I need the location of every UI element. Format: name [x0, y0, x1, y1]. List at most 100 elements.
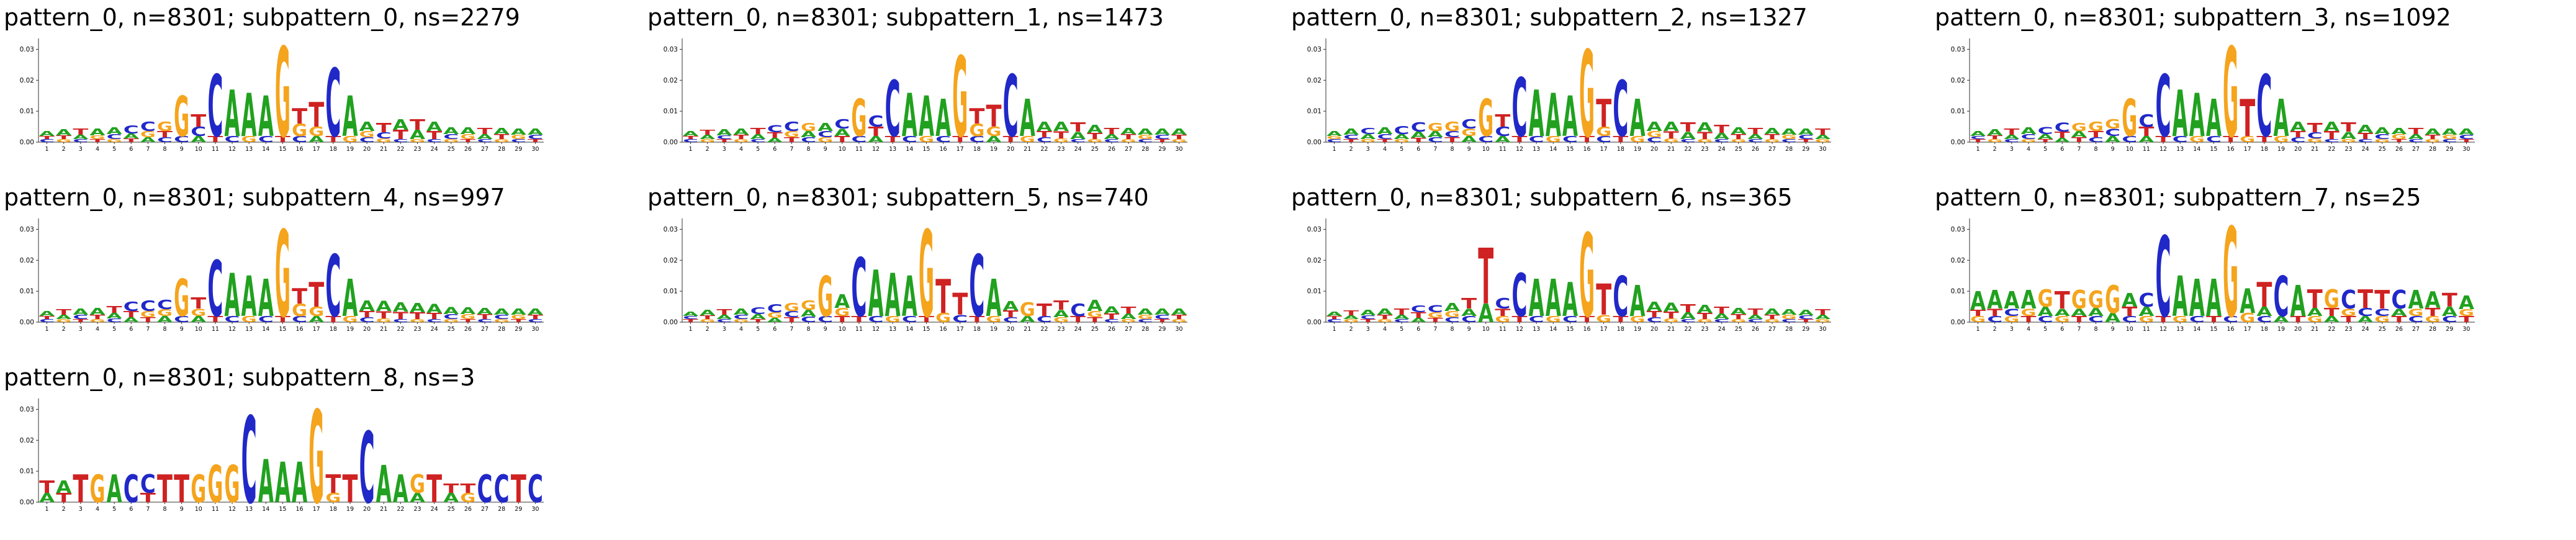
- svg-text:C: C: [2256, 314, 2272, 324]
- svg-text:4: 4: [96, 506, 99, 513]
- svg-text:A: A: [477, 306, 493, 316]
- svg-text:4: 4: [2027, 146, 2030, 153]
- svg-text:G: G: [1697, 318, 1713, 323]
- svg-text:T: T: [2442, 289, 2457, 312]
- svg-text:6: 6: [2060, 146, 2064, 153]
- svg-text:A: A: [89, 127, 105, 138]
- svg-text:C: C: [1104, 138, 1119, 143]
- svg-text:A: A: [902, 265, 917, 329]
- svg-text:G: G: [1765, 138, 1780, 143]
- sequence-logo-plot: 0.000.010.020.031 2 3 4 5 6 7 8 9 10 11 12 13 14 15 16 1…: [1951, 214, 2475, 341]
- svg-text:20: 20: [2294, 326, 2302, 333]
- svg-text:15: 15: [279, 146, 286, 153]
- svg-text:C: C: [1562, 134, 1578, 144]
- logo-panel: pattern_0, n=8301; subpattern_7, ns=25 0…: [1931, 180, 2575, 360]
- svg-text:A: A: [426, 302, 443, 316]
- svg-text:C: C: [1411, 120, 1426, 135]
- svg-text:T: T: [2088, 129, 2104, 139]
- svg-text:A: A: [2358, 123, 2373, 135]
- svg-text:A: A: [1121, 312, 1137, 321]
- svg-text:C: C: [885, 65, 901, 154]
- svg-text:3: 3: [79, 146, 83, 153]
- svg-text:C: C: [2038, 314, 2053, 324]
- svg-text:C: C: [2122, 314, 2137, 324]
- svg-text:5: 5: [112, 146, 116, 153]
- svg-text:A: A: [1798, 308, 1814, 317]
- svg-text:A: A: [39, 310, 55, 318]
- svg-text:13: 13: [245, 146, 253, 153]
- svg-text:7: 7: [1433, 146, 1437, 153]
- svg-text:3: 3: [1366, 146, 1370, 153]
- svg-text:T: T: [73, 127, 88, 137]
- svg-text:C: C: [528, 467, 543, 511]
- svg-text:T: T: [2138, 125, 2155, 139]
- svg-text:A: A: [2240, 282, 2255, 322]
- svg-text:G: G: [241, 134, 257, 144]
- svg-text:3: 3: [79, 326, 83, 333]
- svg-text:0.00: 0.00: [1951, 318, 1965, 326]
- svg-text:C: C: [2156, 58, 2171, 157]
- svg-text:G: G: [2459, 307, 2474, 318]
- svg-text:20: 20: [1007, 146, 1014, 153]
- svg-text:T: T: [1987, 306, 2003, 318]
- svg-text:G: G: [410, 138, 425, 143]
- svg-text:0.02: 0.02: [1951, 77, 1965, 84]
- svg-text:T: T: [1765, 133, 1781, 141]
- svg-text:T: T: [2341, 314, 2356, 324]
- svg-text:A: A: [683, 310, 699, 317]
- svg-text:T: T: [1444, 136, 1461, 144]
- svg-text:1: 1: [1333, 146, 1336, 153]
- svg-text:C: C: [174, 314, 189, 324]
- svg-text:30: 30: [1819, 146, 1826, 153]
- svg-text:T: T: [342, 467, 358, 511]
- svg-text:16: 16: [296, 146, 304, 153]
- svg-text:T: T: [1360, 318, 1376, 323]
- svg-text:C: C: [359, 316, 375, 324]
- svg-text:G: G: [1596, 312, 1611, 324]
- svg-text:C: C: [1070, 301, 1086, 320]
- svg-text:21: 21: [1667, 146, 1675, 153]
- svg-text:0.02: 0.02: [20, 77, 34, 84]
- svg-text:A: A: [1697, 303, 1713, 315]
- svg-text:10: 10: [1482, 146, 1490, 153]
- svg-text:G: G: [2189, 134, 2205, 144]
- svg-text:A: A: [73, 133, 89, 140]
- svg-text:C: C: [1070, 138, 1086, 143]
- svg-text:C: C: [528, 318, 543, 323]
- svg-text:A: A: [2020, 125, 2036, 137]
- svg-text:29: 29: [515, 146, 522, 153]
- svg-text:G: G: [1731, 138, 1746, 143]
- svg-text:10: 10: [1482, 326, 1490, 333]
- svg-text:26: 26: [2395, 146, 2403, 153]
- panel-title: pattern_0, n=8301; subpattern_1, ns=1473: [647, 4, 1164, 31]
- svg-text:C: C: [225, 134, 240, 144]
- svg-text:C: C: [784, 120, 799, 134]
- svg-text:T: T: [325, 314, 341, 324]
- svg-text:16: 16: [2227, 146, 2235, 153]
- svg-text:T: T: [935, 270, 951, 324]
- svg-text:T: T: [1970, 138, 1986, 143]
- svg-text:11: 11: [855, 326, 863, 333]
- svg-text:C: C: [952, 312, 968, 324]
- svg-text:3: 3: [2010, 326, 2014, 333]
- svg-text:0.02: 0.02: [1307, 257, 1322, 264]
- svg-text:G: G: [2408, 306, 2424, 318]
- svg-text:T: T: [1478, 233, 1493, 322]
- svg-text:A: A: [359, 120, 375, 134]
- svg-text:C: C: [1394, 124, 1410, 137]
- svg-text:G: G: [1053, 316, 1069, 324]
- svg-text:C: C: [1326, 318, 1342, 323]
- svg-text:13: 13: [2176, 326, 2184, 333]
- svg-text:T: T: [750, 318, 767, 323]
- svg-text:T: T: [1815, 308, 1831, 317]
- svg-text:T: T: [952, 287, 968, 322]
- svg-text:21: 21: [2311, 146, 2318, 153]
- svg-text:T: T: [191, 294, 206, 312]
- svg-text:T: T: [2240, 89, 2255, 148]
- svg-text:C: C: [1037, 136, 1052, 144]
- svg-text:23: 23: [2344, 326, 2352, 333]
- svg-text:A: A: [275, 451, 290, 515]
- svg-text:G: G: [733, 318, 749, 323]
- svg-text:A: A: [2173, 265, 2188, 329]
- svg-text:T: T: [2290, 314, 2306, 324]
